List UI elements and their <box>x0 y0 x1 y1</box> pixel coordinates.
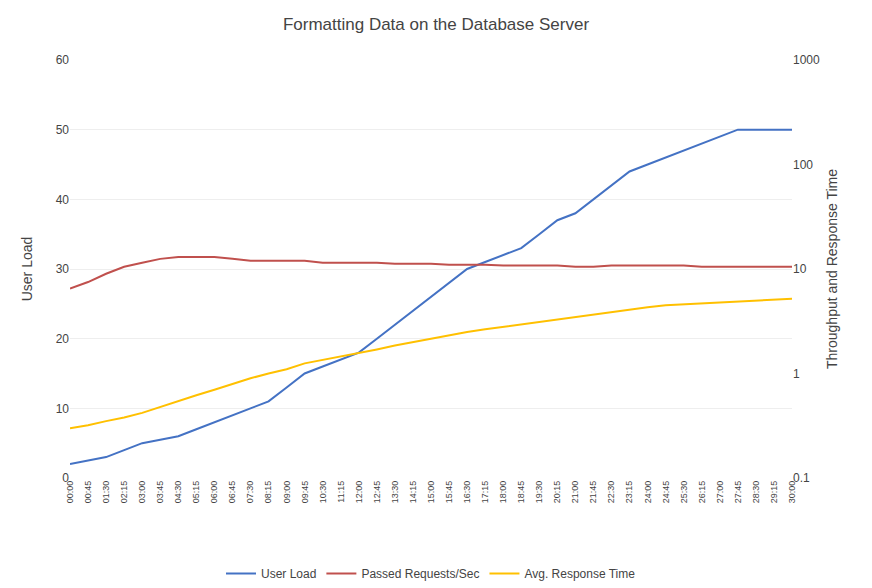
svg-text:1000: 1000 <box>793 53 820 67</box>
svg-text:25:30: 25:30 <box>679 481 689 504</box>
svg-text:1: 1 <box>793 367 800 381</box>
svg-text:30: 30 <box>56 262 70 276</box>
svg-text:03:00: 03:00 <box>137 481 147 504</box>
svg-text:30:00: 30:00 <box>787 481 797 504</box>
svg-text:14:15: 14:15 <box>408 481 418 504</box>
svg-text:User Load: User Load <box>19 237 35 302</box>
svg-text:10: 10 <box>793 262 807 276</box>
svg-text:24:00: 24:00 <box>643 481 653 504</box>
svg-text:40: 40 <box>56 193 70 207</box>
svg-text:04:30: 04:30 <box>173 481 183 504</box>
svg-text:Formatting Data on the Databas: Formatting Data on the Database Server <box>283 15 589 34</box>
svg-text:10:30: 10:30 <box>318 481 328 504</box>
svg-text:User Load: User Load <box>261 567 316 581</box>
svg-text:0: 0 <box>62 471 69 485</box>
svg-text:05:15: 05:15 <box>191 481 201 504</box>
svg-text:100: 100 <box>793 158 813 172</box>
svg-text:Throughput and Response Time: Throughput and Response Time <box>824 169 840 369</box>
svg-text:27:45: 27:45 <box>733 481 743 504</box>
svg-text:03:45: 03:45 <box>155 481 165 504</box>
svg-text:12:45: 12:45 <box>372 481 382 504</box>
svg-text:60: 60 <box>56 53 70 67</box>
svg-text:16:30: 16:30 <box>462 481 472 504</box>
svg-text:22:30: 22:30 <box>606 481 616 504</box>
svg-text:21:00: 21:00 <box>570 481 580 504</box>
svg-text:10: 10 <box>56 402 70 416</box>
svg-text:02:15: 02:15 <box>119 481 129 504</box>
svg-text:24:45: 24:45 <box>661 481 671 504</box>
svg-text:18:45: 18:45 <box>516 481 526 504</box>
svg-text:12:00: 12:00 <box>354 481 364 504</box>
svg-text:Avg. Response Time: Avg. Response Time <box>524 567 635 581</box>
svg-text:15:00: 15:00 <box>426 481 436 504</box>
svg-text:11:15: 11:15 <box>336 481 346 503</box>
svg-text:01:30: 01:30 <box>101 481 111 504</box>
svg-text:21:45: 21:45 <box>588 481 598 504</box>
svg-text:Passed Requests/Sec: Passed Requests/Sec <box>361 567 479 581</box>
svg-text:15:45: 15:45 <box>444 481 454 504</box>
svg-text:20: 20 <box>56 332 70 346</box>
svg-text:18:00: 18:00 <box>498 481 508 504</box>
svg-text:19:30: 19:30 <box>534 481 544 504</box>
svg-text:07:30: 07:30 <box>245 481 255 504</box>
svg-text:13:30: 13:30 <box>390 481 400 504</box>
svg-text:06:00: 06:00 <box>209 481 219 504</box>
svg-text:00:45: 00:45 <box>83 481 93 504</box>
svg-text:26:15: 26:15 <box>697 481 707 504</box>
svg-text:27:00: 27:00 <box>715 481 725 504</box>
svg-text:06:45: 06:45 <box>227 481 237 504</box>
svg-text:09:45: 09:45 <box>300 481 310 504</box>
svg-text:50: 50 <box>56 123 70 137</box>
svg-text:08:15: 08:15 <box>263 481 273 504</box>
svg-text:09:00: 09:00 <box>282 481 292 504</box>
svg-text:00:00: 00:00 <box>65 481 75 504</box>
svg-text:20:15: 20:15 <box>552 481 562 504</box>
svg-text:0.1: 0.1 <box>793 471 810 485</box>
svg-text:23:15: 23:15 <box>624 481 634 504</box>
svg-text:28:30: 28:30 <box>751 481 761 504</box>
svg-text:29:15: 29:15 <box>769 481 779 504</box>
svg-text:17:15: 17:15 <box>480 481 490 504</box>
